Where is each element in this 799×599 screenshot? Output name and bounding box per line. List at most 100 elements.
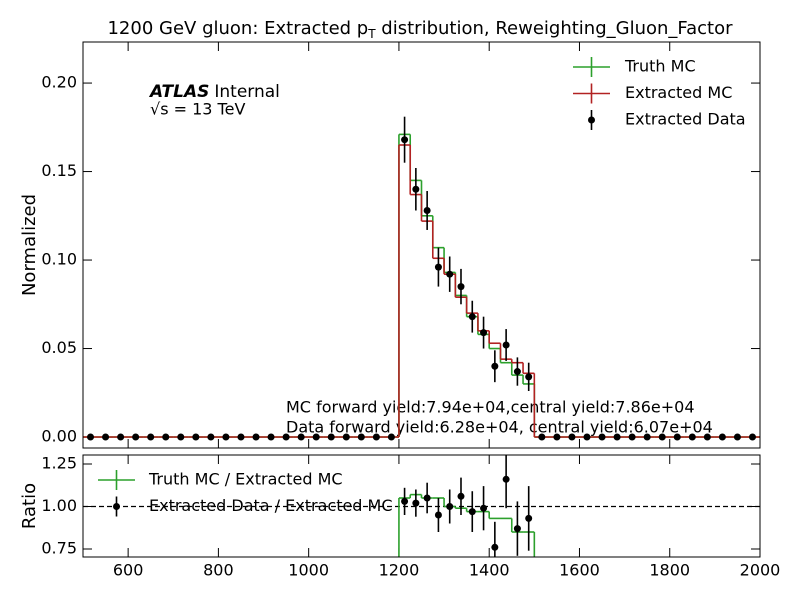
data-point [267,433,275,441]
data-point [457,283,465,291]
y-tick-label: 0.00 [41,427,77,446]
data-point [237,433,245,441]
data-point [502,475,510,483]
x-tick-label: 600 [113,561,144,580]
energy-label: √s = 13 TeV [150,100,245,119]
data-point [297,433,305,441]
data-point [434,263,442,271]
data-point [412,185,420,193]
atlas-label: ATLAS Internal [148,82,280,102]
x-tick-label: 1800 [649,561,690,580]
legend-label: Truth MC / Extracted MC [148,470,343,489]
y-tick-label: 0.20 [41,73,77,92]
data-point [252,433,260,441]
y-tick-label: 0.15 [41,161,77,180]
x-tick-label: 1600 [559,561,600,580]
x-tick-label: 2000 [740,561,781,580]
data-point [457,492,465,500]
data-point [583,433,591,441]
data-point [468,313,476,321]
data-point [446,503,454,511]
data-point [480,329,488,337]
data-point [401,136,409,144]
y-tick-label: 0.05 [41,338,77,357]
data-point [718,433,726,441]
data-point [643,433,651,441]
x-tick-label: 800 [203,561,234,580]
data-point [102,433,110,441]
y-tick-label: 1.00 [41,496,77,515]
data-point [480,504,488,512]
data-point [162,433,170,441]
data-point [207,433,215,441]
atlas-status: Internal [214,82,280,102]
data-point [387,433,395,441]
data-point [491,362,499,370]
plot-area [83,455,760,557]
axes-frame [82,454,761,558]
data-point [372,433,380,441]
title-part: 1200 GeV gluon: Extracted p [107,18,368,39]
title-part: distribution, Reweighting_Gluon_Factor [376,18,734,39]
data-point [748,433,756,441]
data-point [446,270,454,278]
data-point [553,433,561,441]
data-point [87,433,95,441]
data-point [147,433,155,441]
data-point [177,433,185,441]
plot-area [83,116,760,441]
legend-label: Extracted MC [625,83,732,102]
atlas-word: ATLAS [148,82,209,102]
data-point [673,433,681,441]
annotation: Data forward yield:6.28e+04, central yie… [286,418,713,437]
data-point [491,543,499,551]
data-point [688,433,696,441]
x-tick-label: 1000 [288,561,329,580]
data-point [282,433,290,441]
data-point [192,433,200,441]
data-point [525,514,533,522]
data-point [538,433,546,441]
data-point [658,433,666,441]
data-point [502,341,510,349]
data-point [613,433,621,441]
data-point [412,499,420,507]
data-point [733,433,741,441]
title-subscript: T [367,27,376,41]
y-axis-label: Ratio [19,483,40,529]
data-point [401,497,409,505]
data-point [703,433,711,441]
data-point [117,433,125,441]
data-point [132,433,140,441]
legend-marker [113,503,120,510]
y-tick-label: 1.25 [41,454,77,473]
data-point [423,206,431,214]
data-point [434,511,442,519]
data-point [513,525,521,533]
data-point [598,433,606,441]
data-point [525,373,533,381]
legend-marker [588,116,595,124]
chart-title: 1200 GeV gluon: Extracted pT distributio… [107,18,733,41]
data-point [342,433,350,441]
data-point [312,433,320,441]
data-point [423,494,431,502]
data-point [357,433,365,441]
x-tick-label: 1200 [379,561,420,580]
data-point [513,368,521,376]
y-axis-label: Normalized [19,194,40,296]
axes-frame [82,41,761,449]
data-point [468,508,476,516]
y-tick-label: 0.10 [41,250,77,269]
data-point [628,433,636,441]
data-point [327,433,335,441]
data-point [222,433,230,441]
legend-label: Truth MC [624,57,696,76]
y-tick-label: 0.75 [41,539,77,558]
legend-label: Extracted Data / Extracted MC [149,496,393,515]
data-point [568,433,576,441]
x-tick-label: 1400 [469,561,510,580]
annotation: MC forward yield:7.94e+04,central yield:… [286,398,695,417]
legend-label: Extracted Data [625,110,746,129]
